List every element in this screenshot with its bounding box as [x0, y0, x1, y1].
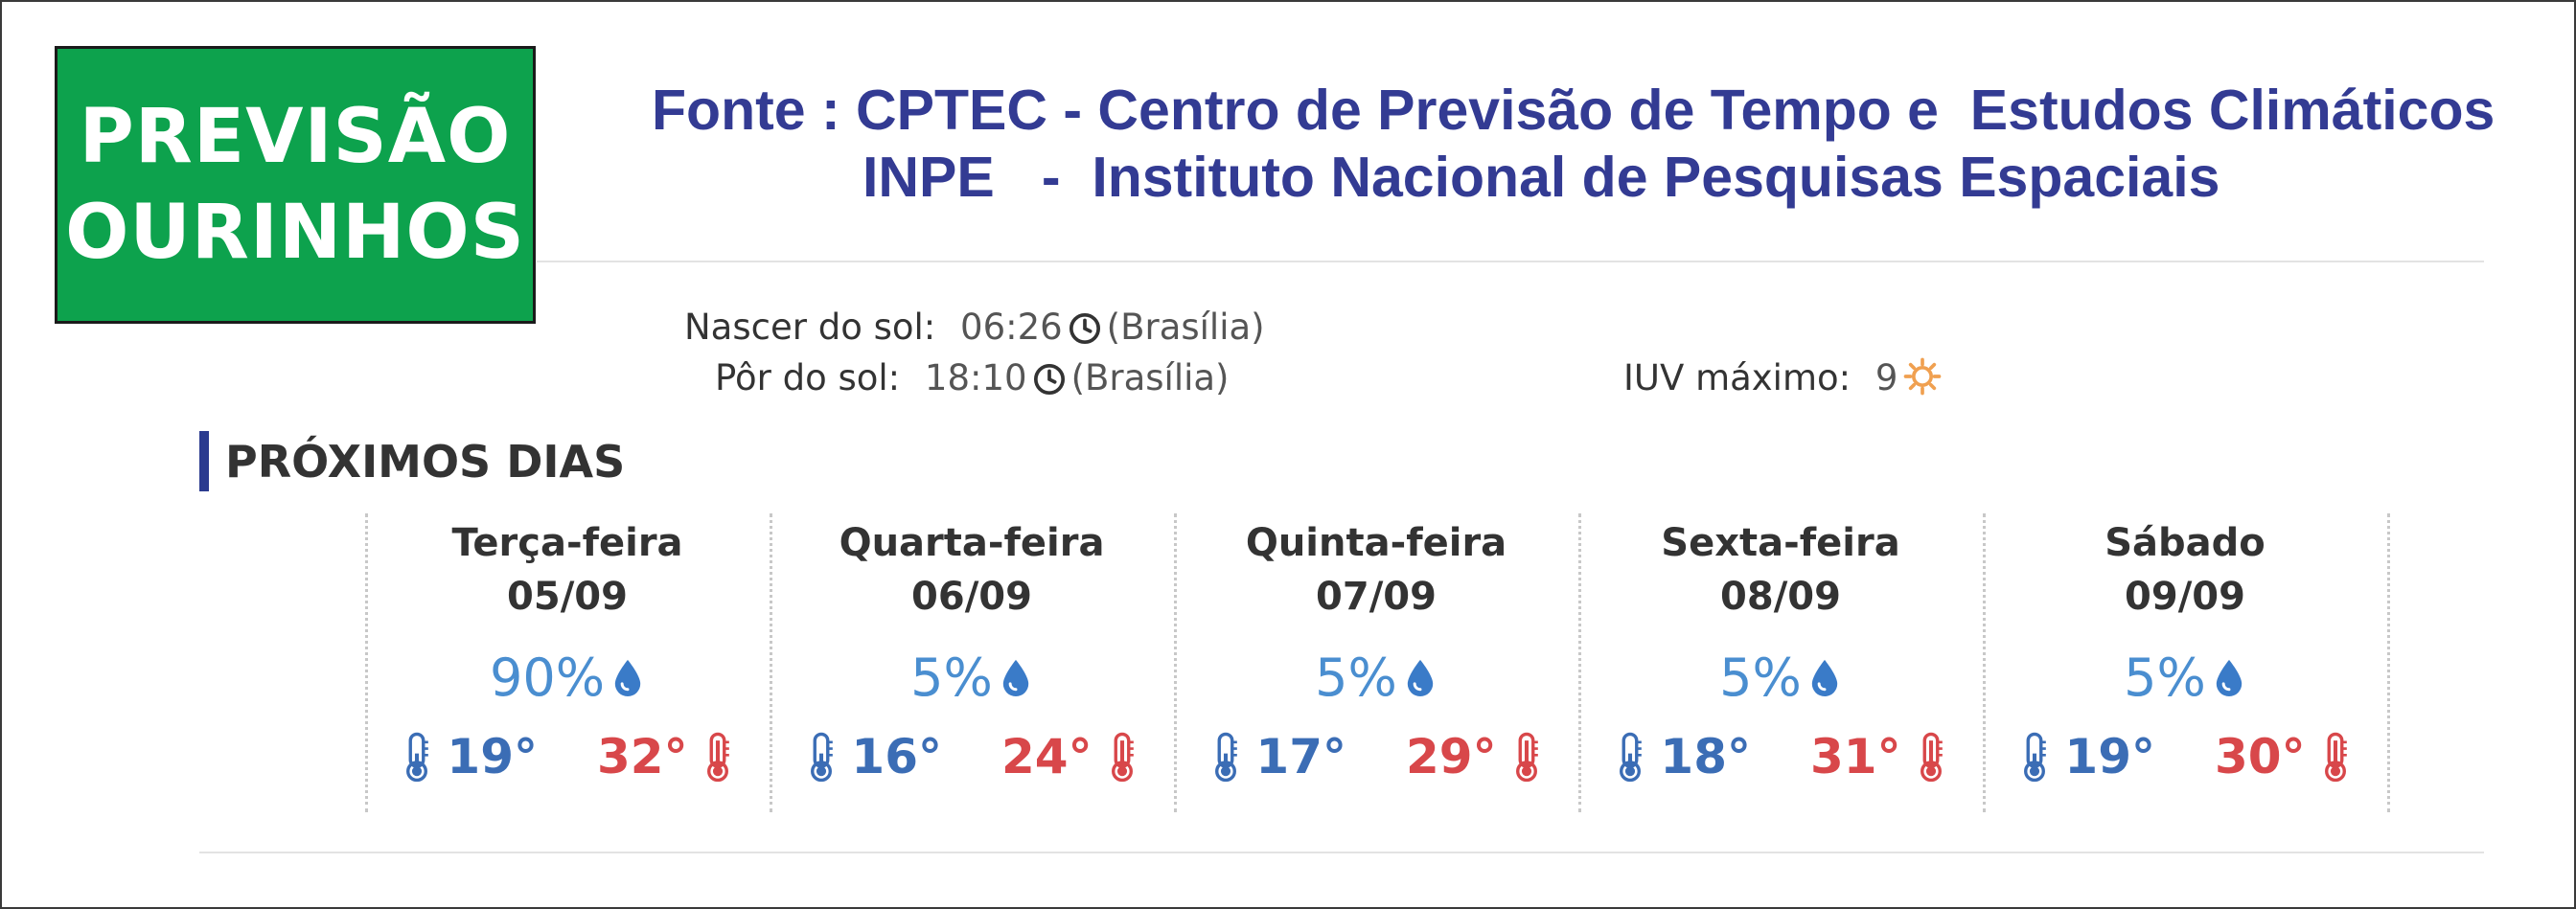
day-card: Quinta-feira 07/09 5% 17° 29° — [1174, 513, 1578, 812]
day-name: Sexta-feira — [1661, 521, 1900, 565]
day-date: 05/09 — [507, 575, 628, 619]
source-line-2: INPE - Instituto Nacional de Pesquisas E… — [862, 146, 2220, 209]
day-separator — [1578, 513, 1581, 812]
day-separator — [770, 513, 772, 812]
sunrise-row: Nascer do sol: 06:26 (Brasília) — [684, 304, 1265, 352]
sunrise-label: Nascer do sol: — [684, 307, 936, 348]
section-title: PRÓXIMOS DIAS — [225, 436, 626, 488]
max-temp: 31° — [1810, 728, 1944, 785]
day-card: Sábado 09/09 5% 19° 30° — [1983, 513, 2387, 812]
sun-icon — [1898, 357, 1947, 398]
rain-value: 5% — [910, 648, 993, 708]
water-drop-icon — [1397, 648, 1438, 708]
max-temp: 32° — [597, 728, 731, 785]
day-date: 06/09 — [911, 575, 1032, 619]
water-drop-icon — [2206, 648, 2246, 708]
section-accent-bar — [199, 431, 209, 491]
sunrise-zone: (Brasília) — [1106, 307, 1265, 348]
max-temp-value: 31° — [1809, 729, 1901, 784]
water-drop-icon — [993, 648, 1033, 708]
day-separator — [1983, 513, 1986, 812]
rain-chance: 5% — [1983, 648, 2387, 709]
rain-chance: 5% — [1578, 648, 1983, 709]
max-temp-value: 32° — [596, 729, 688, 784]
thermometer-hot-icon — [1109, 729, 1136, 784]
source-line-1: Fonte : CPTEC - Centro de Previsão de Te… — [652, 79, 2496, 142]
clock-icon — [1063, 307, 1107, 348]
min-temp: 19° — [403, 728, 538, 785]
rain-value: 90% — [489, 648, 606, 708]
top-divider — [537, 261, 2484, 262]
thermometer-cold-icon — [1617, 729, 1644, 784]
max-temp-value: 29° — [1405, 729, 1497, 784]
day-name: Quarta-feira — [839, 521, 1105, 565]
rain-chance: 5% — [1174, 648, 1578, 709]
thermometer-hot-icon — [1513, 729, 1540, 784]
min-temp: 18° — [1617, 728, 1751, 785]
thermometer-cold-icon — [808, 729, 835, 784]
max-temp: 24° — [1001, 728, 1136, 785]
rain-chance: 90% — [365, 648, 770, 709]
min-temp: 16° — [808, 728, 942, 785]
uv-value: 9 — [1874, 357, 1898, 398]
water-drop-icon — [605, 648, 645, 708]
max-temp: 29° — [1406, 728, 1540, 785]
thermometer-hot-icon — [2322, 729, 2349, 784]
min-temp-value: 18° — [1660, 729, 1752, 784]
badge-line-1: PREVISÃO — [79, 94, 512, 180]
rain-value: 5% — [2124, 648, 2206, 708]
sunrise-time: 06:26 — [960, 307, 1063, 348]
min-temp-value: 17° — [1255, 729, 1347, 784]
min-temp-value: 16° — [851, 729, 943, 784]
min-temp: 19° — [2021, 728, 2155, 785]
badge-line-2: OURINHOS — [65, 190, 525, 276]
min-temp-value: 19° — [2064, 729, 2156, 784]
day-card: Quarta-feira 06/09 5% 16° 24° — [770, 513, 1174, 812]
day-card: Terça-feira 05/09 90% 19° 32° — [365, 513, 770, 812]
sunset-time: 18:10 — [924, 357, 1027, 398]
day-name: Sábado — [2104, 521, 2266, 565]
sunset-label: Pôr do sol: — [715, 357, 901, 398]
max-temp: 30° — [2215, 728, 2349, 785]
day-date: 09/09 — [2125, 575, 2245, 619]
title-badge: PREVISÃO OURINHOS — [55, 46, 536, 324]
day-separator — [2387, 513, 2390, 812]
forecast-days: Terça-feira 05/09 90% 19° 32° Quarta-fei… — [365, 513, 2390, 812]
water-drop-icon — [1802, 648, 1842, 708]
rain-chance: 5% — [770, 648, 1174, 709]
rain-value: 5% — [1315, 648, 1397, 708]
day-date: 07/09 — [1316, 575, 1437, 619]
day-separator — [1174, 513, 1177, 812]
clock-icon — [1027, 357, 1071, 398]
day-separator — [365, 513, 368, 812]
sunset-row: Pôr do sol: 18:10 (Brasília) — [715, 354, 1230, 402]
thermometer-cold-icon — [2021, 729, 2048, 784]
min-temp: 17° — [1212, 728, 1346, 785]
day-card: Sexta-feira 08/09 5% 18° 31° — [1578, 513, 1983, 812]
day-name: Terça-feira — [451, 521, 683, 565]
thermometer-hot-icon — [704, 729, 731, 784]
uv-label: IUV máximo: — [1623, 357, 1852, 398]
uv-row: IUV máximo: 9 — [1623, 354, 1947, 402]
bottom-divider — [199, 852, 2484, 853]
day-name: Quinta-feira — [1245, 521, 1507, 565]
thermometer-cold-icon — [1212, 729, 1239, 784]
sunset-zone: (Brasília) — [1070, 357, 1230, 398]
thermometer-hot-icon — [1918, 729, 1944, 784]
max-temp-value: 24° — [1000, 729, 1092, 784]
rain-value: 5% — [1719, 648, 1802, 708]
max-temp-value: 30° — [2214, 729, 2306, 784]
day-date: 08/09 — [1720, 575, 1841, 619]
min-temp-value: 19° — [447, 729, 539, 784]
thermometer-cold-icon — [403, 729, 430, 784]
